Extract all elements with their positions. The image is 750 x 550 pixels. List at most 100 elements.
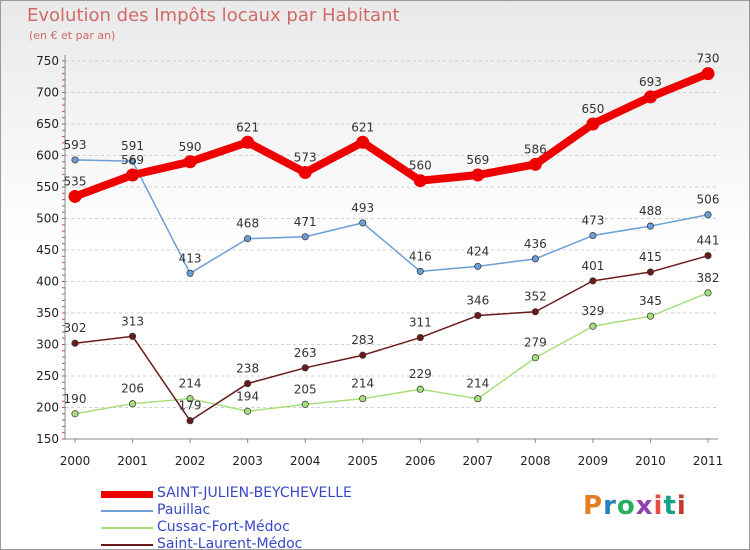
- data-label: 313: [121, 314, 144, 328]
- chart-subtitle: (en € et par an): [29, 29, 116, 42]
- data-label: 590: [179, 140, 202, 154]
- logo-letter: o: [616, 491, 636, 521]
- legend-label: SAINT-JULIEN-BEYCHEVELLE: [157, 485, 352, 501]
- data-point: [474, 395, 482, 403]
- data-label: 586: [524, 142, 547, 156]
- x-tick-label: 2010: [635, 454, 666, 468]
- data-point: [301, 400, 309, 408]
- data-label: 591: [121, 139, 144, 153]
- data-point: [528, 157, 542, 171]
- y-tick-label: 500: [36, 212, 59, 226]
- data-point: [704, 252, 712, 260]
- y-tick-label: 600: [36, 149, 59, 163]
- data-label: 229: [409, 367, 432, 381]
- data-label: 473: [581, 214, 604, 228]
- data-label: 352: [524, 290, 547, 304]
- data-label: 401: [581, 259, 604, 273]
- legend-label: Cussac-Fort-Médoc: [157, 519, 290, 535]
- data-point: [589, 231, 597, 240]
- data-label: 329: [581, 304, 604, 318]
- grid-lines: [65, 60, 718, 440]
- y-tick-label: 350: [36, 306, 59, 320]
- series-line: [74, 159, 709, 275]
- data-label: 573: [294, 151, 317, 165]
- legend-item: SAINT-JULIEN-BEYCHEVELLE: [101, 485, 401, 502]
- x-tick-label: 2011: [693, 454, 724, 468]
- data-point: [589, 322, 597, 330]
- data-label: 535: [64, 174, 87, 188]
- legend-item: Saint-Laurent-Médoc: [101, 536, 401, 550]
- x-tick-label: 2003: [232, 454, 263, 468]
- data-point: [244, 407, 252, 415]
- y-tick-label: 150: [36, 432, 59, 446]
- series-layer: [68, 67, 715, 425]
- data-point: [186, 269, 194, 277]
- x-tick-label: 2009: [578, 454, 609, 468]
- data-label: 346: [466, 294, 489, 308]
- data-point: [531, 255, 539, 263]
- y-tick-label: 250: [36, 369, 59, 383]
- data-point: [531, 308, 539, 316]
- data-point: [413, 174, 427, 188]
- data-label: 488: [639, 204, 662, 218]
- y-tick-label: 300: [36, 338, 59, 352]
- x-tick-label: 2002: [175, 454, 206, 468]
- data-label: 214: [351, 377, 374, 391]
- legend-label: Pauillac: [157, 502, 211, 518]
- logo-letter: x: [635, 491, 654, 521]
- data-point: [183, 155, 197, 169]
- logo-letter: t: [663, 491, 677, 521]
- data-point: [474, 262, 482, 270]
- legend-item: Pauillac: [101, 502, 401, 519]
- data-point: [186, 395, 194, 403]
- data-label: 560: [409, 159, 432, 173]
- data-label: 416: [409, 249, 432, 263]
- data-label: 190: [64, 392, 87, 406]
- y-tick-label: 400: [36, 275, 59, 289]
- data-point: [301, 364, 309, 372]
- data-point: [241, 135, 255, 149]
- data-point: [301, 233, 309, 241]
- data-point: [471, 168, 485, 182]
- data-point: [531, 354, 539, 362]
- data-point: [244, 235, 252, 243]
- x-tick-label: 2007: [463, 454, 494, 468]
- data-point: [128, 332, 137, 340]
- data-point: [474, 311, 482, 320]
- data-label: 179: [179, 399, 202, 413]
- legend-label: Saint-Laurent-Médoc: [157, 536, 303, 550]
- data-point: [701, 67, 715, 81]
- y-tick-label: 450: [36, 243, 59, 257]
- data-labels: 535 569 590 621 573 621 560 569 586 650 693 730 593 5…: [64, 52, 720, 413]
- data-label: 468: [236, 217, 259, 231]
- data-label: 415: [639, 250, 662, 264]
- y-tick-label: 550: [36, 180, 59, 194]
- y-tick-label: 750: [36, 54, 59, 68]
- data-point: [589, 277, 597, 285]
- x-tick-label: 2008: [520, 454, 551, 468]
- y-tick-label: 650: [36, 117, 59, 131]
- data-label: 214: [179, 377, 202, 391]
- series-line: [74, 254, 709, 422]
- data-point: [416, 385, 424, 393]
- data-label: 214: [466, 377, 489, 391]
- data-point: [71, 410, 79, 418]
- series-line: [71, 69, 712, 201]
- data-point: [646, 222, 655, 230]
- x-tick-label: 2006: [405, 454, 436, 468]
- data-label: 206: [121, 382, 144, 396]
- data-point: [704, 289, 712, 297]
- proxiti-logo: Proxiti: [583, 491, 687, 521]
- data-label: 194: [236, 389, 259, 403]
- data-label: 506: [697, 193, 720, 207]
- data-label: 413: [179, 251, 202, 265]
- data-point: [126, 168, 140, 182]
- x-tick-label: 2000: [60, 454, 91, 468]
- data-label: 205: [294, 382, 317, 396]
- legend-swatch: [101, 544, 153, 546]
- data-point: [244, 380, 252, 388]
- data-point: [646, 312, 655, 320]
- logo-letter: P: [583, 491, 604, 521]
- data-point: [359, 219, 367, 227]
